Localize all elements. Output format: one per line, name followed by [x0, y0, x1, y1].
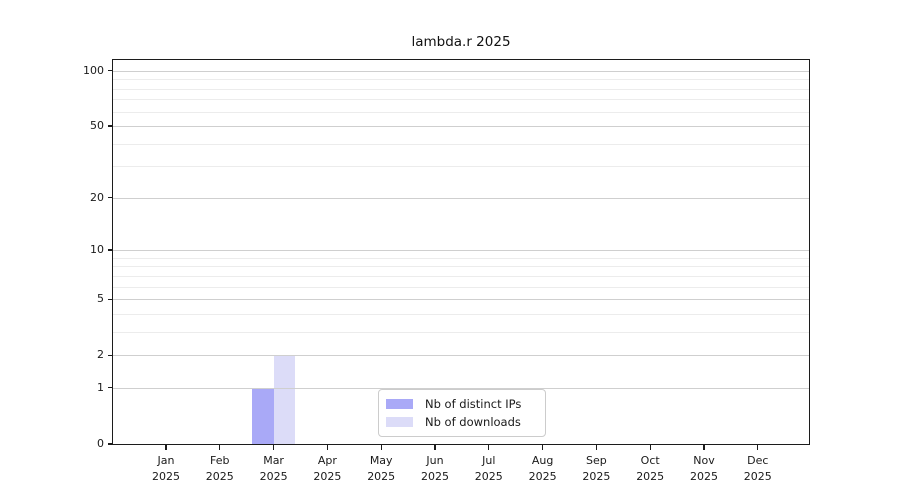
x-tick-month: Mar: [263, 454, 284, 467]
x-tick-label: Feb 2025: [192, 453, 248, 485]
y-tick-mark: [108, 443, 113, 445]
x-tick-label: Nov 2025: [676, 453, 732, 485]
bar-nb-of-distinct-ips: [252, 387, 274, 444]
x-tick-year: 2025: [205, 470, 234, 483]
minor-gridline: [113, 99, 809, 101]
y-tick-label: 10: [90, 243, 104, 256]
x-tick-year: 2025: [421, 470, 449, 483]
minor-gridline: [113, 79, 809, 81]
x-tick-label: Jul 2025: [461, 453, 517, 485]
major-gridline: [113, 126, 809, 127]
y-tick-mark: [108, 249, 113, 251]
x-tick-month: Feb: [210, 454, 230, 467]
major-gridline: [113, 70, 809, 72]
x-tick-year: 2025: [474, 470, 503, 483]
bars-layer: [113, 60, 809, 444]
x-tick-label: Oct 2025: [622, 453, 678, 485]
minor-gridline: [113, 88, 809, 90]
x-tick-year: 2025: [528, 470, 557, 483]
x-tick-month: Oct: [640, 454, 660, 467]
x-tick-mark: [380, 445, 382, 450]
gridlines-layer: [113, 60, 809, 444]
y-tick-mark: [108, 70, 113, 72]
legend-label-distinct-ips: Nb of distinct IPs: [425, 397, 522, 411]
bar-nb-of-downloads: [273, 355, 296, 444]
x-tick-mark: [273, 445, 275, 450]
major-gridline: [113, 250, 809, 251]
x-tick-year: 2025: [743, 470, 772, 483]
x-tick-month: Apr: [317, 454, 337, 467]
major-gridline: [113, 299, 809, 301]
minor-gridline: [113, 286, 809, 288]
minor-gridline: [113, 143, 809, 145]
y-tick-label: 20: [90, 190, 104, 204]
minor-gridline: [113, 257, 809, 259]
x-tick-month: Dec: [747, 454, 769, 467]
x-tick-year: 2025: [367, 470, 396, 483]
x-tick-label: Jan 2025: [138, 453, 194, 485]
x-tick-mark: [649, 445, 651, 450]
x-tick-label: May 2025: [353, 453, 409, 485]
x-tick-month: Aug: [531, 454, 554, 467]
x-tick-mark: [542, 445, 544, 450]
major-gridline: [113, 197, 809, 199]
y-tick-label: 2: [97, 348, 104, 362]
x-tick-label: Aug 2025: [515, 453, 571, 485]
x-tick-mark: [434, 445, 436, 450]
x-tick-year: 2025: [636, 470, 665, 483]
chart-title: lambda.r 2025: [411, 34, 511, 50]
x-tick-label: Dec 2025: [730, 453, 786, 485]
x-tick-mark: [326, 445, 328, 450]
minor-gridline: [113, 111, 809, 113]
x-tick-mark: [757, 445, 759, 450]
x-tick-year: 2025: [690, 470, 718, 483]
x-tick-mark: [488, 445, 490, 450]
y-tick-label: 0: [97, 437, 104, 450]
y-tick-label: 100: [83, 63, 104, 77]
y-tick-mark: [108, 354, 113, 356]
legend-item-distinct-ips: Nb of distinct IPs: [386, 396, 537, 412]
x-tick-month: Jun: [426, 454, 444, 467]
minor-gridline: [113, 313, 809, 315]
x-tick-year: 2025: [259, 470, 288, 483]
legend-item-downloads: Nb of downloads: [386, 414, 537, 430]
minor-gridline: [113, 266, 809, 268]
x-tick-year: 2025: [152, 470, 180, 483]
x-tick-month: Nov: [693, 454, 715, 467]
x-tick-mark: [595, 445, 597, 450]
plot-area: Nb of distinct IPs Nb of downloads: [112, 59, 810, 445]
legend: Nb of distinct IPs Nb of downloads: [378, 389, 546, 437]
x-tick-month: Jan: [157, 454, 175, 467]
y-tick-mark: [108, 197, 113, 199]
major-gridline: [113, 355, 809, 357]
x-tick-label: Apr 2025: [299, 453, 355, 485]
y-tick-label: 5: [97, 292, 104, 306]
legend-swatch-downloads-icon: [386, 416, 413, 428]
y-tick-label: 50: [90, 119, 104, 132]
x-tick-mark: [703, 445, 705, 450]
x-tick-year: 2025: [582, 470, 611, 483]
x-tick-month: May: [369, 454, 393, 467]
x-tick-mark: [219, 445, 221, 450]
x-tick-month: Sep: [586, 454, 607, 467]
legend-label-downloads: Nb of downloads: [425, 415, 521, 429]
x-tick-month: Jul: [482, 454, 496, 467]
y-tick-mark: [108, 298, 113, 300]
x-tick-label: Mar 2025: [246, 453, 302, 485]
major-gridline: [113, 387, 809, 389]
legend-swatch-distinct-ips-icon: [386, 398, 413, 410]
x-tick-label: Sep 2025: [568, 453, 624, 485]
x-tick-label: Jun 2025: [407, 453, 463, 485]
minor-gridline: [113, 166, 809, 168]
y-tick-mark: [108, 387, 113, 389]
x-tick-mark: [165, 445, 167, 450]
minor-gridline: [113, 275, 809, 277]
y-tick-mark: [108, 125, 113, 127]
x-tick-year: 2025: [313, 470, 342, 483]
minor-gridline: [113, 331, 809, 333]
y-tick-label: 1: [97, 380, 104, 394]
